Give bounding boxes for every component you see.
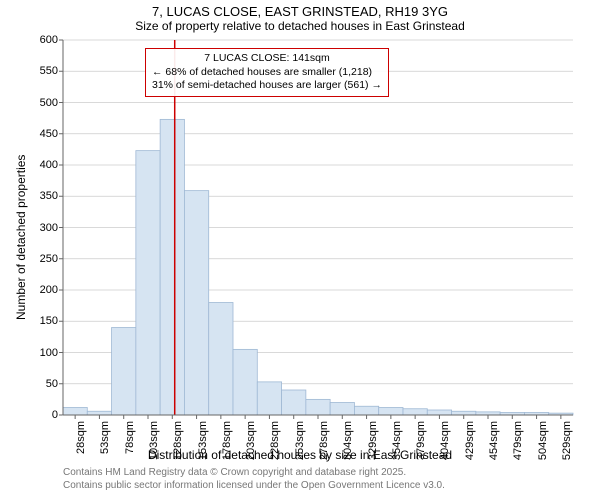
y-tick: 600: [40, 34, 58, 46]
y-tick: 50: [46, 378, 58, 390]
chart-container: 7, LUCAS CLOSE, EAST GRINSTEAD, RH19 3YG…: [0, 0, 600, 500]
bar: [112, 328, 136, 416]
bar: [403, 409, 427, 415]
y-tick: 300: [40, 222, 58, 234]
y-tick: 150: [40, 315, 58, 327]
y-tick: 550: [40, 65, 58, 77]
chart-title: 7, LUCAS CLOSE, EAST GRINSTEAD, RH19 3YG: [0, 0, 600, 19]
y-tick: 250: [40, 253, 58, 265]
annotation-line3: 31% of semi-detached houses are larger (…: [152, 79, 382, 93]
bar: [184, 191, 208, 415]
bar: [354, 406, 378, 415]
bar: [87, 411, 111, 415]
chart-subtitle: Size of property relative to detached ho…: [0, 19, 600, 33]
y-tick: 0: [52, 409, 58, 421]
bar: [330, 403, 354, 416]
y-tick: 200: [40, 284, 58, 296]
y-tick: 400: [40, 159, 58, 171]
bar: [379, 408, 403, 416]
bar: [452, 411, 476, 415]
bar: [209, 303, 233, 416]
y-tick: 450: [40, 128, 58, 140]
bar: [160, 119, 184, 415]
y-tick: 500: [40, 97, 58, 109]
bar: [233, 349, 257, 415]
attribution: Contains HM Land Registry data © Crown c…: [63, 466, 445, 492]
attribution-line2: Contains public sector information licen…: [63, 479, 445, 492]
bar: [136, 151, 160, 415]
bar: [63, 408, 87, 416]
bar: [282, 390, 306, 415]
attribution-line1: Contains HM Land Registry data © Crown c…: [63, 466, 445, 479]
bar: [306, 399, 330, 415]
bar: [257, 382, 281, 415]
annotation-box: 7 LUCAS CLOSE: 141sqm ← 68% of detached …: [145, 48, 389, 97]
y-tick: 350: [40, 190, 58, 202]
y-tick: 100: [40, 347, 58, 359]
y-axis-label: Number of detached properties: [14, 155, 28, 320]
annotation-line2: ← 68% of detached houses are smaller (1,…: [152, 66, 382, 80]
annotation-line1: 7 LUCAS CLOSE: 141sqm: [152, 52, 382, 66]
bar: [427, 410, 451, 415]
x-axis-label: Distribution of detached houses by size …: [0, 448, 600, 462]
